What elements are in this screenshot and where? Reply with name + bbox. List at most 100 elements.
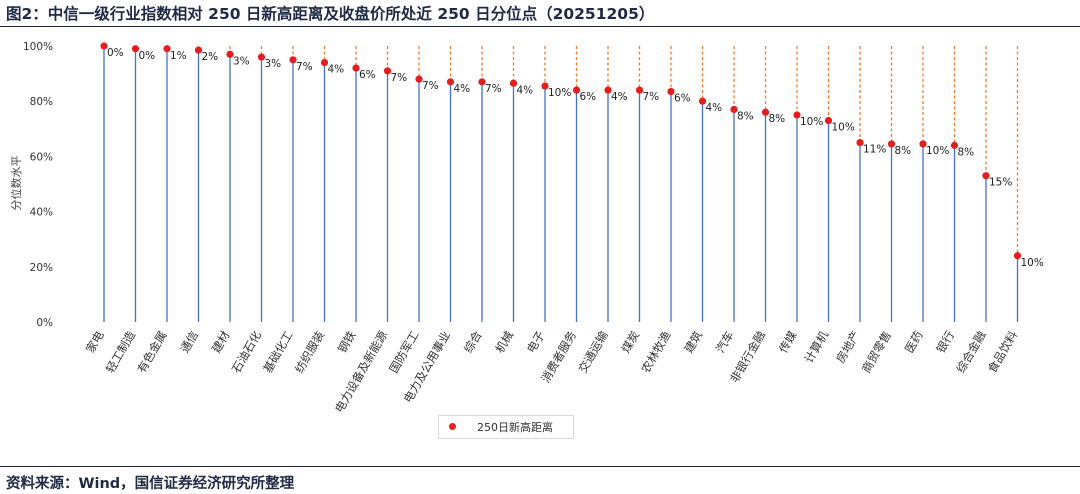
category-label: 有色金属 [134,329,169,376]
data-point [257,53,266,61]
y-tick-label: 100% [23,41,53,53]
y-tick-label: 0% [36,317,53,329]
y-axis-label-group: 分位数水平 [9,156,23,211]
top-rule [0,26,1080,27]
category-label: 房地产 [833,329,862,366]
data-label: 4% [706,102,723,114]
data-label: 10% [832,122,855,134]
data-label: 0% [107,47,124,59]
data-point [572,86,581,94]
data-point [163,45,171,53]
y-tick-label: 60% [30,151,53,163]
data-point [950,141,959,149]
points [100,42,1022,260]
data-point [698,97,707,105]
legend-label: 250日新高距离 [477,421,553,434]
data-point [446,78,455,86]
data-point [887,140,896,148]
category-label: 机械 [492,328,516,355]
y-ticks: 0% 20% 40% 60% 80% 100% [23,41,53,329]
category-label: 纺织服装 [292,328,327,375]
data-point [541,82,549,90]
category-label: 家电 [83,328,107,355]
data-point [352,64,360,72]
data-label: 7% [643,91,660,103]
y-tick-label: 80% [30,96,53,108]
category-label: 基础化工 [260,329,295,376]
data-label: 3% [233,55,250,67]
legend-marker [449,423,456,430]
source-note: 资料来源：Wind，国信证券经济研究所整理 [6,476,295,492]
category-label: 电子 [524,329,548,356]
category-label: 计算机 [802,328,832,365]
data-label: 2% [202,51,219,63]
category-label: 食品饮料 [985,328,1020,375]
data-point [793,111,801,119]
data-label: 3% [265,58,282,70]
chart-canvas: 分位数水平 0% 20% 40% 60% 80% 100% 0% 0% 1% 2% 3% 3% 7% 4… [9,41,1044,415]
category-label: 银行 [933,329,957,356]
data-point [635,86,644,94]
data-label: 0% [139,50,156,62]
category-label: 建筑 [681,328,705,355]
category-label: 医药 [902,329,926,356]
data-label: 4% [454,83,471,95]
legend: 250日新高距离 [438,415,574,439]
data-label: 4% [517,84,534,96]
data-point [289,56,297,64]
data-point [824,116,833,125]
category-label: 通信 [177,329,201,356]
data-point [194,46,203,54]
data-label: 10% [926,145,949,157]
data-label: 4% [611,91,628,103]
data-label: 8% [958,146,975,158]
data-label: 6% [580,91,597,103]
data-label: 8% [769,113,786,125]
data-point [415,75,423,83]
category-label: 国防军工 [386,329,421,376]
data-label: 10% [548,87,571,99]
data-point [761,108,770,116]
data-label: 8% [895,145,912,157]
data-point [1013,252,1022,260]
data-label: 10% [800,116,823,128]
data-point [320,58,329,67]
y-tick-label: 20% [30,262,53,274]
data-label: 15% [989,177,1012,189]
stems [103,46,1019,322]
category-label: 煤炭 [618,329,642,356]
data-label: 7% [296,61,313,73]
category-label: 综合 [461,328,485,355]
data-point [730,105,738,114]
data-labels: 0% 0% 1% 2% 3% 3% 7% 4% 6% 7% 7% 4% 7% 4% 10% 6% 4% 7% 6% 4… [107,47,1044,269]
category-label: 传媒 [776,328,800,355]
data-label: 8% [737,110,754,122]
category-label: 综合金融 [953,328,988,375]
data-point [919,140,927,148]
data-point [131,45,140,53]
y-axis-label: 分位数水平 [9,156,23,211]
category-label: 轻工制造 [103,328,138,375]
data-point [856,139,864,147]
data-point [982,172,990,180]
data-point [604,86,612,94]
y-tick-label: 40% [30,207,53,219]
data-point [509,79,518,87]
category-label: 商贸零售 [859,329,894,376]
data-point [478,78,486,86]
category-label: 石油石化 [229,328,264,375]
data-point [383,67,392,75]
data-label: 4% [328,64,345,76]
category-label: 建材 [209,328,233,355]
data-label: 10% [1021,257,1044,269]
category-label: 钢铁 [335,328,359,355]
data-label: 6% [359,69,376,81]
category-label: 交通运输 [575,328,610,375]
bottom-rule [0,466,1080,467]
data-label: 1% [170,50,187,62]
data-label: 7% [485,83,502,95]
data-label: 7% [422,80,439,92]
category-label: 汽车 [713,329,737,356]
data-label: 7% [391,72,408,84]
